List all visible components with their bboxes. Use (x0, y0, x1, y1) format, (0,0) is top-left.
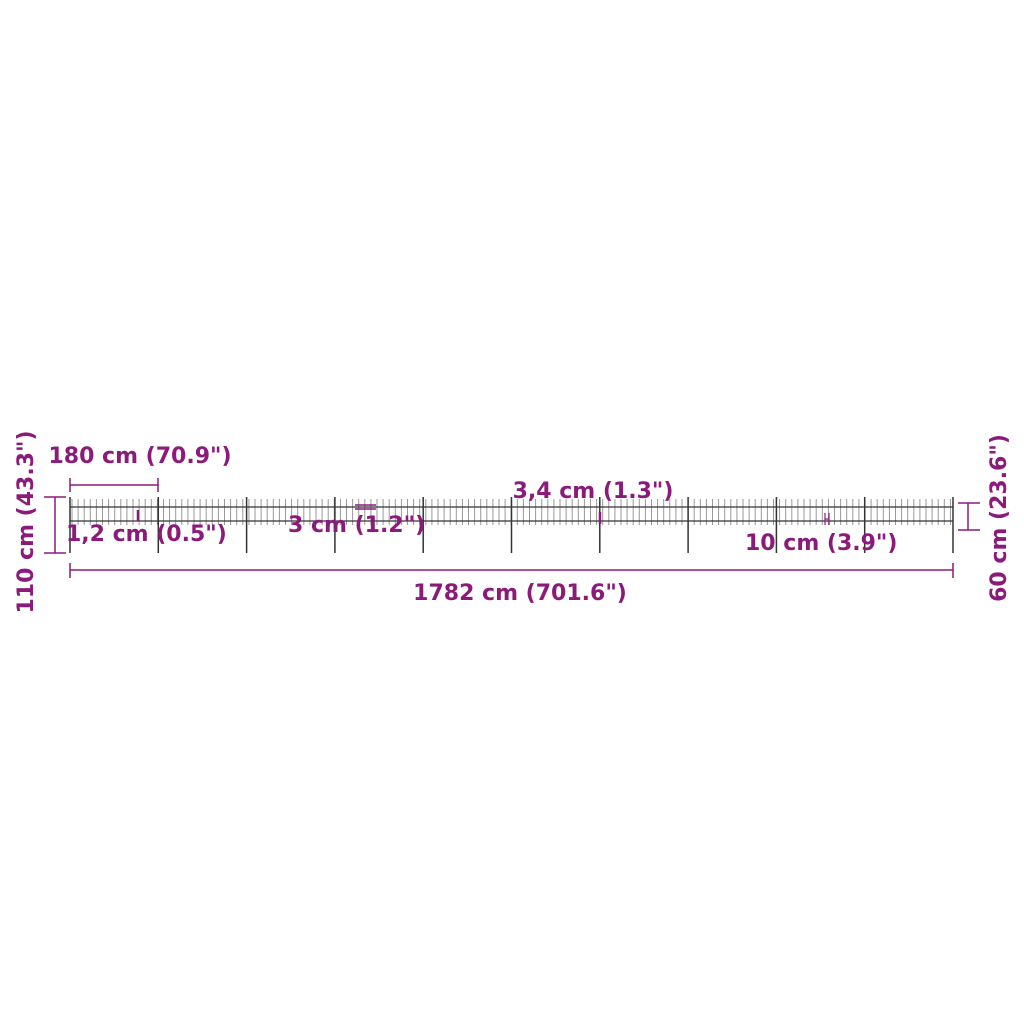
total-length-line (69, 563, 954, 578)
section-width-label: 180 cm (70.9") (48, 444, 231, 469)
total-height-label: 110 cm (43.3") (14, 430, 39, 613)
spike-length-marker (824, 513, 830, 525)
picket-width-label: 1,2 cm (0.5") (66, 522, 227, 547)
spike-length-label: 10 cm (3.9") (745, 531, 897, 556)
total-length-label: 1782 cm (701.6") (413, 581, 627, 606)
fence-drawing (69, 497, 954, 553)
fence-height-bracket (958, 502, 980, 531)
fence-height-label: 60 cm (23.6") (987, 434, 1012, 602)
dimension-lines (44, 478, 980, 578)
rail-gap-label: 3 cm (1.2") (288, 513, 425, 538)
total-height-bracket (44, 496, 66, 554)
picket-spacing-label: 3,4 cm (1.3") (513, 479, 674, 504)
section-width-bracket (69, 478, 159, 492)
rail-gap-marker (355, 504, 376, 510)
